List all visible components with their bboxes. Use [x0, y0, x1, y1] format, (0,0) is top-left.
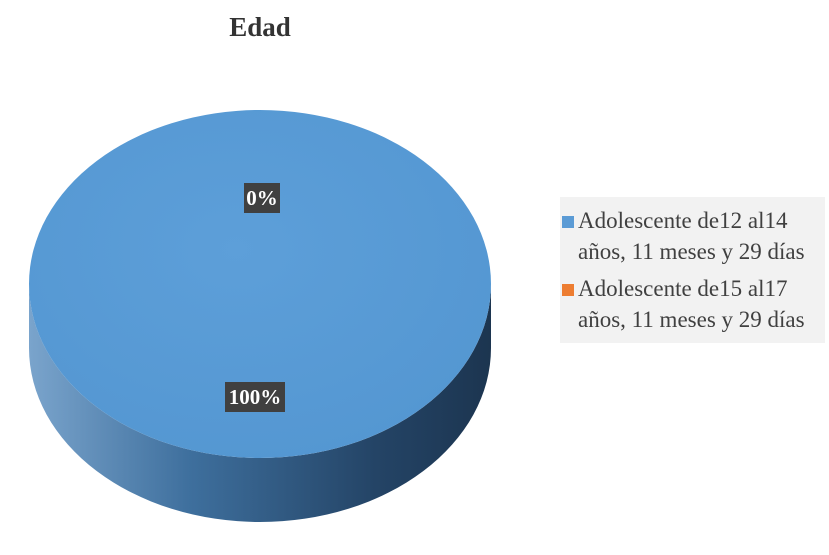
data-label-text: 0% — [246, 186, 278, 210]
data-label-text: 100% — [229, 385, 282, 409]
chart-title: Edad — [229, 12, 291, 42]
legend-item: Adolescente de15 al17 años, 11 meses y 2… — [560, 273, 821, 335]
chart-legend: Adolescente de12 al14 años, 11 meses y 2… — [560, 197, 825, 343]
data-label-box — [225, 382, 285, 412]
legend-label: Adolescente de15 al17 años, 11 meses y 2… — [578, 273, 805, 335]
legend-item: Adolescente de12 al14 años, 11 meses y 2… — [560, 205, 821, 267]
pie-side-wall — [29, 284, 491, 522]
data-label: 0% — [244, 183, 280, 213]
legend-label-line1: Adolescente de15 al17 — [578, 276, 788, 301]
legend-label-line2: años, 11 meses y 29 días — [578, 239, 805, 264]
data-label: 100% — [225, 382, 285, 412]
legend-label: Adolescente de12 al14 años, 11 meses y 2… — [578, 205, 805, 267]
pie-slice — [29, 110, 491, 458]
data-label-box — [244, 183, 280, 213]
legend-label-line2: años, 11 meses y 29 días — [578, 307, 805, 332]
legend-label-line1: Adolescente de12 al14 — [578, 208, 788, 233]
legend-swatch — [562, 216, 574, 228]
legend-swatch — [562, 284, 574, 296]
